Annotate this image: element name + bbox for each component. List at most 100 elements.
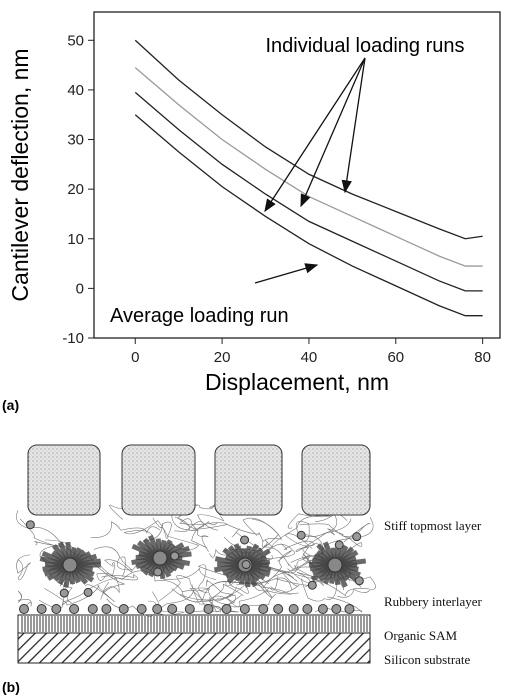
particle bbox=[118, 604, 129, 614]
layer-label: Organic SAM bbox=[384, 628, 458, 643]
plot-frame bbox=[93, 11, 501, 339]
polymer-strand bbox=[96, 573, 120, 594]
polymer-strand bbox=[208, 583, 244, 613]
particle bbox=[167, 604, 178, 614]
particle bbox=[69, 604, 80, 614]
x-tick-label: 0 bbox=[131, 349, 139, 366]
panel-label: (b) bbox=[2, 679, 20, 695]
sam-layer bbox=[17, 614, 371, 634]
particle bbox=[317, 604, 328, 614]
x-tick-label: 80 bbox=[474, 349, 491, 366]
panel-label: (a) bbox=[2, 397, 19, 413]
particle bbox=[240, 535, 250, 545]
polymer-strand bbox=[211, 593, 277, 608]
polymer-strand bbox=[223, 517, 279, 552]
polymer-strand bbox=[213, 550, 292, 601]
particle bbox=[25, 520, 35, 530]
annotation-arrow bbox=[341, 57, 366, 194]
y-tick-label: 0 bbox=[76, 280, 84, 297]
annotation-arrow bbox=[300, 57, 366, 208]
polymer-strand bbox=[177, 504, 228, 530]
particle bbox=[221, 604, 232, 614]
annotation-arrow bbox=[254, 263, 319, 284]
polymer-strand bbox=[271, 513, 331, 548]
x-tick-label: 40 bbox=[301, 349, 318, 366]
micelle-core bbox=[152, 550, 168, 566]
y-tick-label: 40 bbox=[67, 82, 84, 99]
polymer-strand bbox=[90, 521, 161, 538]
stiff-block bbox=[121, 444, 196, 516]
polymer-strand bbox=[226, 576, 279, 608]
particle bbox=[19, 604, 29, 614]
polymer-strand bbox=[106, 589, 195, 617]
particle bbox=[258, 604, 269, 614]
particle bbox=[334, 540, 344, 550]
annotation-arrow bbox=[264, 57, 366, 213]
layer-label: Rubbery interlayer bbox=[384, 594, 482, 609]
polymer-strand bbox=[280, 533, 315, 550]
y-axis-label: Cantilever deflection, nm bbox=[7, 48, 33, 301]
data-line bbox=[134, 114, 483, 317]
particle bbox=[241, 560, 251, 570]
polymer-strand bbox=[236, 569, 324, 589]
polymer-strand bbox=[327, 517, 374, 538]
particle bbox=[296, 530, 306, 540]
y-tick-label: 20 bbox=[67, 181, 84, 198]
annotation: Average loading run bbox=[110, 305, 289, 327]
x-axis-label: Displacement, nm bbox=[205, 369, 389, 395]
polymer-strand bbox=[174, 516, 205, 532]
polymer-strand bbox=[93, 546, 133, 577]
particle bbox=[344, 604, 355, 614]
polymer-strand bbox=[98, 562, 138, 581]
stiff-block bbox=[301, 444, 371, 516]
polymer-strand bbox=[179, 518, 218, 531]
polymer-strand bbox=[171, 587, 230, 606]
particle bbox=[170, 551, 180, 561]
layer-label: Stiff topmost layer bbox=[384, 518, 482, 533]
particle bbox=[288, 604, 299, 614]
stiff-block bbox=[27, 444, 101, 516]
particle bbox=[273, 604, 284, 614]
particle bbox=[352, 532, 362, 542]
particle bbox=[51, 604, 62, 614]
data-line bbox=[134, 39, 483, 240]
particle bbox=[83, 587, 93, 597]
x-tick-label: 20 bbox=[214, 349, 231, 366]
particle bbox=[152, 604, 163, 614]
layer-label: Silicon substrate bbox=[384, 652, 471, 667]
polymer-strand bbox=[197, 504, 225, 531]
polymer-strand bbox=[16, 554, 31, 581]
polymer-strand bbox=[202, 577, 292, 601]
particle bbox=[101, 604, 112, 614]
particle bbox=[203, 604, 214, 614]
stiff-block bbox=[214, 444, 283, 516]
y-tick-label: -10 bbox=[62, 330, 84, 347]
polymer-strand bbox=[206, 579, 234, 600]
particle bbox=[87, 604, 98, 614]
diagram bbox=[16, 444, 376, 664]
particle bbox=[354, 576, 364, 586]
micelle-core bbox=[62, 557, 78, 573]
y-tick-label: 50 bbox=[67, 32, 84, 49]
polymer-strand bbox=[270, 563, 300, 593]
particle bbox=[184, 604, 195, 614]
x-tick-label: 60 bbox=[387, 349, 404, 366]
polymer-strand bbox=[123, 520, 169, 539]
polymer-strand bbox=[191, 522, 264, 549]
polymer-strand bbox=[17, 590, 32, 613]
particle bbox=[331, 604, 342, 614]
substrate bbox=[17, 632, 371, 664]
data-line bbox=[134, 67, 483, 267]
particle bbox=[136, 604, 147, 614]
y-tick-label: 30 bbox=[67, 132, 84, 149]
particle bbox=[239, 604, 250, 614]
y-tick-label: 10 bbox=[67, 231, 84, 248]
particle bbox=[302, 604, 313, 614]
particle bbox=[307, 580, 317, 590]
particle bbox=[59, 588, 69, 598]
micelle-core bbox=[327, 557, 343, 573]
polymer-strand bbox=[295, 513, 338, 558]
annotation: Individual loading runs bbox=[265, 35, 464, 57]
data-line bbox=[134, 91, 483, 292]
